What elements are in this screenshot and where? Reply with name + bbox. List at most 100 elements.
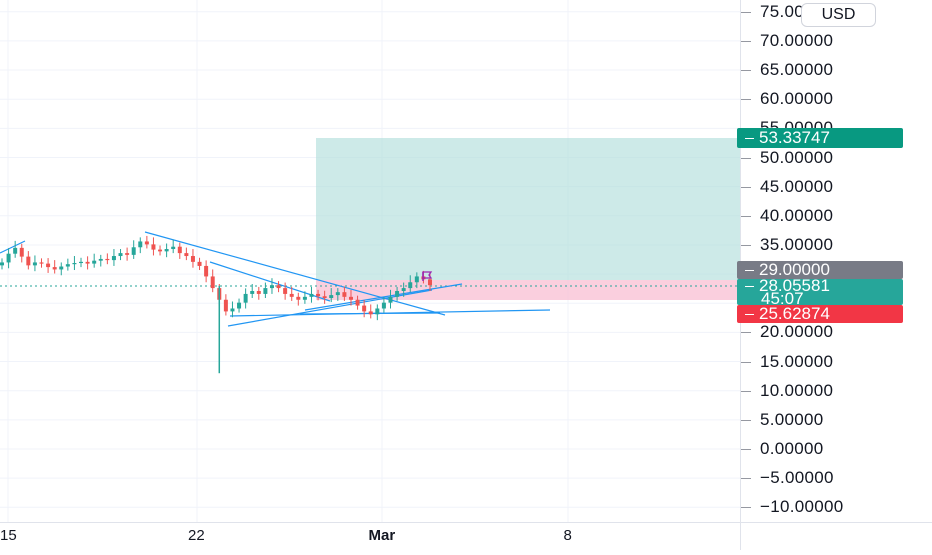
- candle-body: [368, 311, 373, 315]
- candle-body: [190, 256, 195, 262]
- candle-body: [243, 293, 248, 303]
- price-label: 60.00000: [760, 89, 834, 109]
- price-label: 35.00000: [760, 234, 834, 254]
- tick-dash: [745, 270, 754, 272]
- price-label: 10.00000: [760, 380, 834, 400]
- candle-body: [362, 305, 367, 312]
- price-label: −5.00000: [760, 468, 834, 488]
- price-tick: [741, 215, 751, 217]
- candle-body: [230, 308, 235, 312]
- candle-body: [223, 299, 228, 312]
- price-tick: [741, 332, 751, 334]
- candle-body: [408, 282, 413, 289]
- price-tick: [741, 11, 751, 13]
- price-label: 70.00000: [760, 30, 834, 50]
- candle-body: [39, 262, 44, 264]
- candle-body: [283, 288, 288, 294]
- current-price-tag: 28.05581 45:07: [737, 276, 903, 308]
- candle-body: [177, 246, 182, 254]
- price-label: 0.00000: [760, 439, 824, 458]
- time-label: 15: [0, 527, 17, 544]
- price-label: −10.00000: [760, 497, 844, 517]
- candle-body: [395, 291, 400, 297]
- candle-body: [105, 258, 110, 261]
- candle-body: [79, 261, 84, 264]
- candle-body: [131, 247, 136, 255]
- tick-dash: [745, 314, 754, 316]
- price-tick: [741, 157, 751, 159]
- price-tick: [741, 507, 751, 509]
- candle-body: [237, 302, 242, 309]
- candle-body: [329, 295, 334, 299]
- target-price-tag: 53.33747: [737, 128, 903, 148]
- time-axis-divider: [0, 522, 932, 523]
- price-tick: [741, 186, 751, 188]
- candle-body: [125, 253, 130, 255]
- price-tick: [741, 449, 751, 450]
- candle-body: [401, 288, 406, 292]
- price-tick: [741, 419, 751, 421]
- candle-body: [26, 256, 31, 266]
- candle-body: [375, 308, 380, 315]
- candle-body: [171, 246, 176, 250]
- price-label: 45.00000: [760, 176, 834, 196]
- time-label: 22: [188, 527, 205, 544]
- stop-price-value: 25.62874: [759, 304, 830, 323]
- candle-body: [388, 296, 393, 303]
- candle-body: [184, 253, 189, 257]
- candle-body: [269, 285, 274, 289]
- bar-countdown: 45:07: [761, 289, 804, 308]
- profit-zone[interactable]: [316, 138, 740, 280]
- candle-body: [289, 293, 294, 297]
- candle-body: [302, 296, 307, 300]
- candle-body: [72, 263, 77, 265]
- candle-body: [65, 264, 70, 267]
- candle-body: [85, 261, 90, 264]
- candle-body: [428, 279, 432, 286]
- flag-icon[interactable]: [422, 271, 433, 281]
- candle-body: [19, 247, 24, 257]
- currency-button[interactable]: USD: [801, 3, 876, 27]
- price-label: 15.00000: [760, 351, 834, 371]
- candle-body: [138, 241, 143, 248]
- candle-body: [158, 249, 163, 252]
- time-label: Mar: [368, 527, 396, 544]
- entry-price-value: 29.00000: [759, 260, 830, 279]
- price-tick: [741, 70, 751, 72]
- stop-price-tag: 25.62874: [737, 305, 903, 323]
- candle-body: [316, 293, 321, 297]
- candle-body: [210, 276, 215, 289]
- price-label: 5.00000: [760, 409, 824, 429]
- current-price-value: 28.05581: [759, 276, 830, 295]
- candles[interactable]: [0, 235, 432, 374]
- grid: [0, 0, 740, 522]
- price-label: 40.00000: [760, 205, 834, 225]
- price-label: 65.00000: [760, 60, 834, 80]
- candle-body: [111, 256, 116, 261]
- candle-body: [348, 296, 353, 300]
- price-tick: [741, 40, 751, 42]
- candle-body: [322, 296, 327, 299]
- price-label: 20.00000: [760, 322, 834, 342]
- candle-body: [342, 292, 347, 297]
- loss-zone[interactable]: [316, 280, 740, 300]
- candle-body: [414, 276, 419, 283]
- candle-body: [118, 253, 123, 257]
- candle-body: [52, 267, 57, 270]
- candle-body: [197, 261, 202, 266]
- candle-body: [13, 247, 18, 254]
- candle-body: [276, 285, 281, 289]
- price-tick: [741, 478, 751, 480]
- candle-body: [256, 291, 261, 294]
- candle-body: [263, 288, 268, 294]
- candle-body: [32, 262, 37, 266]
- candle-body: [204, 265, 209, 277]
- candle-body: [6, 253, 11, 263]
- price-tick: [741, 244, 751, 246]
- candle-body: [381, 302, 386, 309]
- candle-body: [335, 292, 340, 296]
- candle-body: [151, 244, 156, 250]
- tick-dash: [745, 286, 754, 288]
